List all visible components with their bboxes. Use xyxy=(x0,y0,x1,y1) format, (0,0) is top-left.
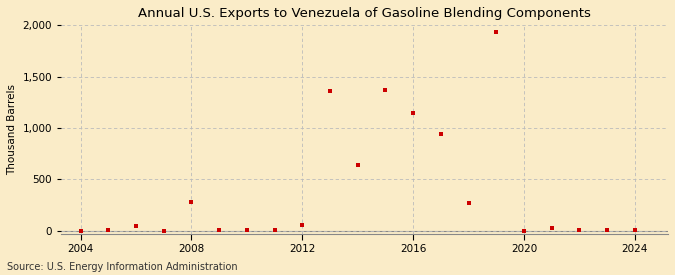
Point xyxy=(130,224,141,228)
Point xyxy=(75,229,86,233)
Point xyxy=(269,228,280,232)
Point xyxy=(518,229,529,233)
Title: Annual U.S. Exports to Venezuela of Gasoline Blending Components: Annual U.S. Exports to Venezuela of Gaso… xyxy=(138,7,591,20)
Point xyxy=(159,229,169,233)
Point xyxy=(103,228,113,232)
Point xyxy=(463,200,474,205)
Point xyxy=(297,223,308,227)
Point xyxy=(214,228,225,232)
Y-axis label: Thousand Barrels: Thousand Barrels xyxy=(7,84,17,175)
Point xyxy=(186,199,197,204)
Point xyxy=(629,228,640,232)
Point xyxy=(574,228,585,232)
Point xyxy=(242,228,252,232)
Point xyxy=(408,111,418,115)
Point xyxy=(352,162,363,167)
Point xyxy=(546,226,557,230)
Point xyxy=(491,30,502,35)
Point xyxy=(380,88,391,92)
Point xyxy=(435,132,446,136)
Text: Source: U.S. Energy Information Administration: Source: U.S. Energy Information Administ… xyxy=(7,262,238,272)
Point xyxy=(601,228,612,232)
Point xyxy=(325,88,335,93)
